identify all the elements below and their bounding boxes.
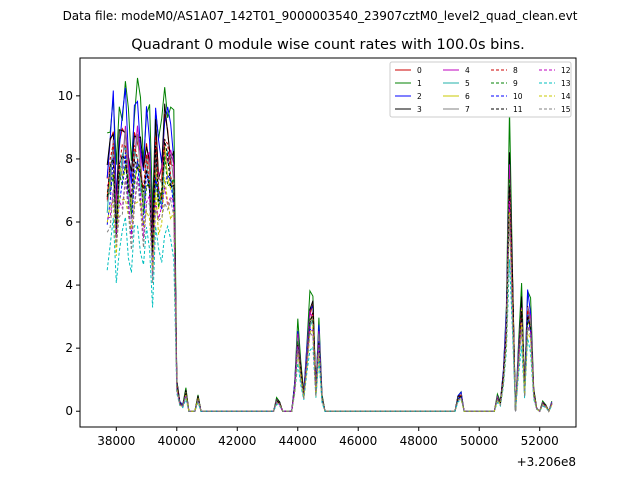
axes-frame [79, 57, 577, 428]
x-tick-label: 38000 [97, 434, 135, 448]
legend-label-3: 3 [417, 105, 422, 114]
y-tick-label: 10 [58, 89, 73, 103]
figure-suptitle: Data file: modeM0/AS1A07_142T01_90000035… [63, 9, 578, 23]
plot-area [106, 77, 553, 413]
legend-label-15: 15 [561, 105, 571, 114]
x-tick-label: 42000 [218, 434, 256, 448]
series-line-11 [106, 139, 553, 413]
y-axis: 0 2 4 6 8 10 [58, 89, 80, 418]
y-tick-label: 6 [65, 215, 73, 229]
x-axis-offset-label: +3.206e8 [517, 455, 576, 469]
legend-label-9: 9 [513, 79, 518, 88]
x-tick-label: 44000 [279, 434, 317, 448]
y-tick-label: 8 [65, 152, 73, 166]
x-tick-label: 48000 [400, 434, 438, 448]
y-tick-label: 2 [65, 341, 73, 355]
legend-label-10: 10 [513, 92, 523, 101]
legend-label-12: 12 [561, 66, 571, 75]
x-tick-label: 46000 [339, 434, 377, 448]
series-line-4 [106, 125, 553, 413]
series-line-15 [106, 180, 553, 413]
x-axis: 38000 40000 42000 44000 46000 48000 50000 52000 [97, 427, 559, 448]
chart-title: Quadrant 0 module wise count rates with … [131, 37, 525, 53]
y-tick-label: 0 [65, 404, 73, 418]
series-line-13 [106, 216, 553, 413]
x-tick-label: 52000 [521, 434, 559, 448]
legend-label-14: 14 [561, 92, 571, 101]
legend-label-8: 8 [513, 66, 518, 75]
legend-label-11: 11 [513, 105, 523, 114]
series-line-14 [106, 177, 553, 413]
series-line-9 [106, 156, 553, 413]
x-tick-label: 40000 [158, 434, 196, 448]
x-tick-label: 50000 [460, 434, 498, 448]
legend-label-5: 5 [465, 79, 470, 88]
legend-label-2: 2 [417, 92, 422, 101]
legend-label-4: 4 [465, 66, 470, 75]
y-tick-label: 4 [65, 278, 73, 292]
legend-label-6: 6 [465, 92, 470, 101]
legend-label-7: 7 [465, 105, 470, 114]
legend-label-1: 1 [417, 79, 422, 88]
legend-box [389, 61, 572, 118]
legend-label-13: 13 [561, 79, 571, 88]
legend-label-0: 0 [417, 66, 422, 75]
